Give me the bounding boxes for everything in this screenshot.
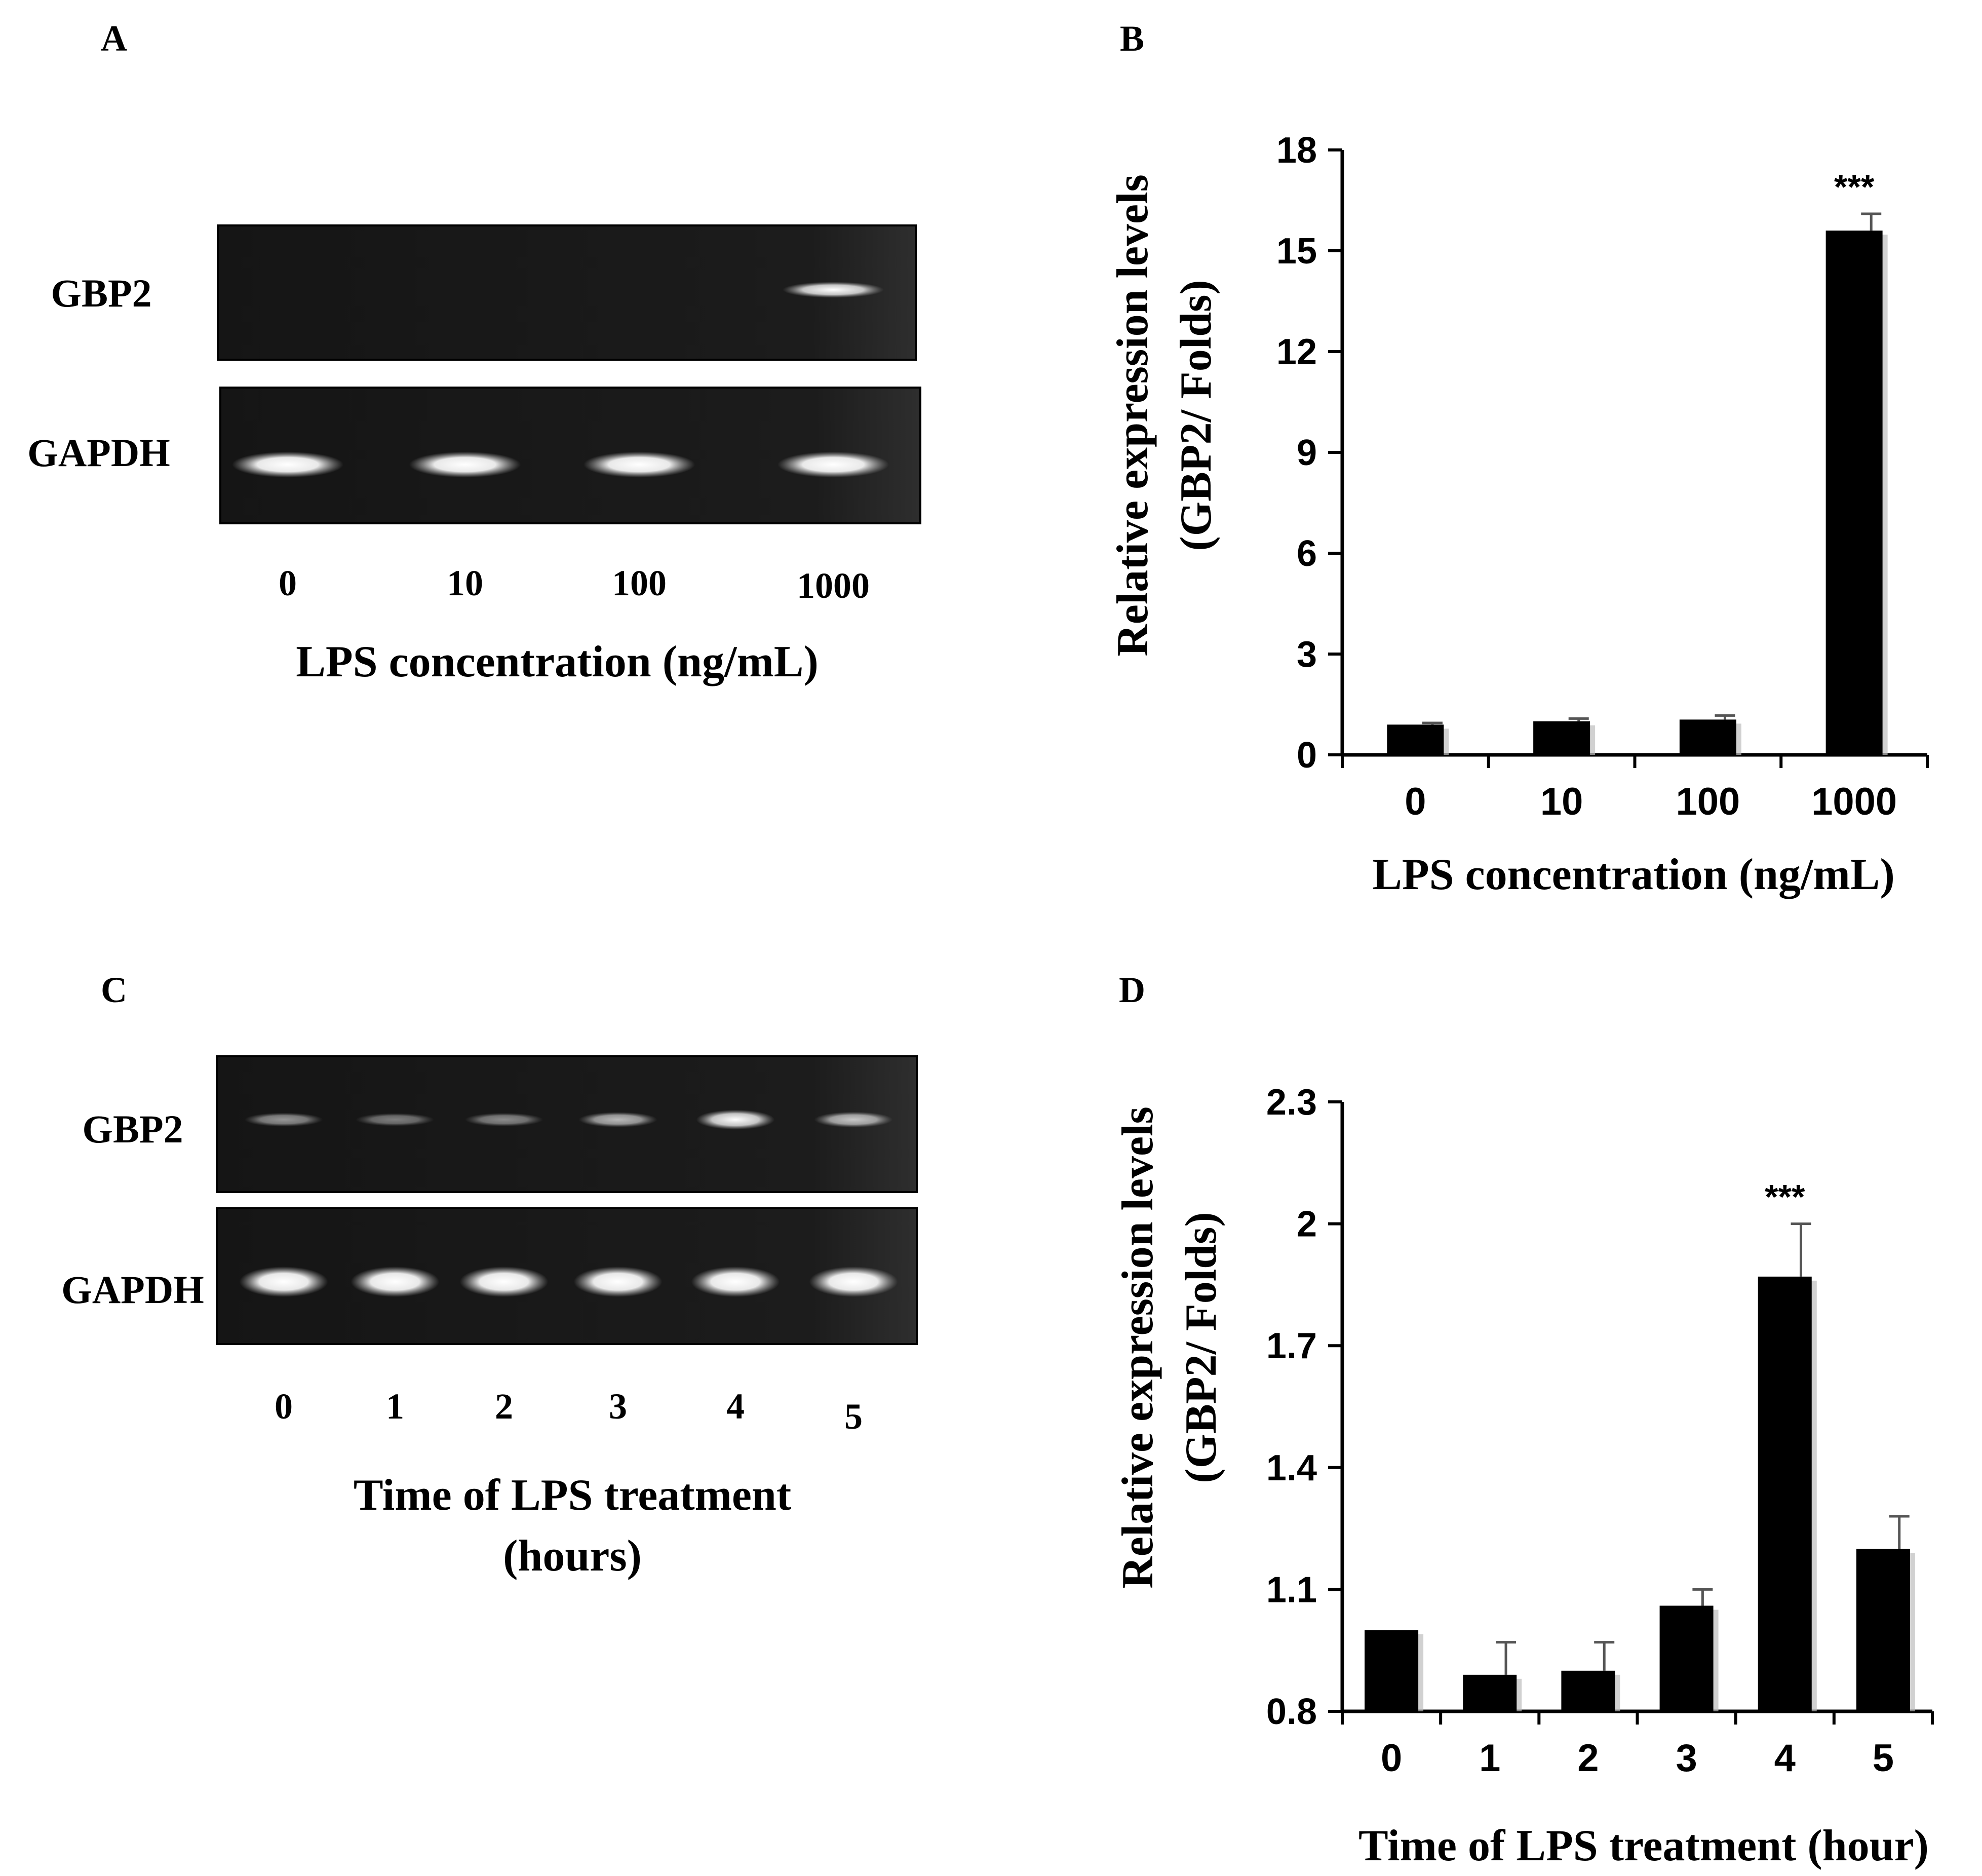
- gel-a-gapdh-band: [778, 451, 889, 478]
- gel-c-gbp2-band: [696, 1109, 775, 1130]
- chart-d-bar: [1856, 1549, 1910, 1711]
- chart-b-x-tick-label: 0: [1405, 780, 1426, 823]
- gel-c-lane-label: 2: [495, 1386, 513, 1427]
- panel-label-a: A: [101, 18, 127, 59]
- chart-b-bar: [1387, 724, 1444, 755]
- gel-c-gapdh-label: GAPDH: [61, 1268, 204, 1312]
- gel-c-gapdh-band: [239, 1267, 328, 1297]
- chart-d-x-tick-label: 2: [1577, 1737, 1599, 1780]
- chart-b-significance: ***: [1834, 168, 1875, 206]
- gel-c-lane-label: 4: [726, 1386, 745, 1427]
- chart-d-y-tick-label: 0.8: [1266, 1692, 1317, 1732]
- chart-d: Relative expression levels (GBP2/ Folds)…: [1113, 1082, 1934, 1870]
- chart-b-y-tick-label: 0: [1297, 735, 1317, 776]
- gel-c-gbp2-band: [814, 1112, 893, 1128]
- gel-a-gapdh-band: [409, 451, 521, 478]
- gel-a-gapdh-label: GAPDH: [27, 431, 170, 475]
- chart-b-bar: [1533, 721, 1590, 755]
- chart-d-y-tick-label: 2: [1297, 1204, 1317, 1245]
- chart-b-y-tick-label: 3: [1297, 634, 1317, 675]
- gel-a-lane-label: 0: [279, 563, 297, 603]
- gel-c-xlabel-line2: (hours): [503, 1532, 642, 1581]
- gel-a-gbp2-band: [783, 282, 884, 298]
- chart-d-y-tick-label: 2.3: [1266, 1082, 1317, 1123]
- chart-d-x-tick-label: 1: [1479, 1737, 1500, 1780]
- gel-a-gapdh-band: [584, 451, 695, 478]
- gel-a-lane-label: 1000: [797, 565, 870, 606]
- chart-d-ylabel-line1: Relative expression levels: [1113, 1106, 1162, 1589]
- chart-d-bar: [1659, 1605, 1714, 1711]
- gel-c-gbp2-band: [356, 1113, 435, 1126]
- chart-d-y-tick-label: 1.1: [1266, 1569, 1317, 1610]
- gel-c-gbp2-strip: [216, 1055, 918, 1193]
- chart-d-xlabel: Time of LPS treatment (hour): [1358, 1821, 1929, 1870]
- gel-c-gapdh-band: [573, 1267, 663, 1297]
- gel-c-gbp2-band: [244, 1113, 323, 1127]
- chart-b-x-tick-label: 1000: [1811, 780, 1897, 823]
- gel-a-gapdh-band: [232, 451, 343, 478]
- gel-c-xlabel-line1: Time of LPS treatment: [354, 1471, 791, 1520]
- chart-b-y-tick-label: 9: [1297, 433, 1317, 473]
- gel-c-lane-label: 0: [275, 1386, 293, 1427]
- chart-b-bar: [1825, 231, 1883, 755]
- gel-c-lane-label: 1: [386, 1386, 404, 1427]
- chart-d-x-tick-label: 0: [1381, 1737, 1402, 1780]
- gel-a-xlabel: LPS concentration (ng/mL): [296, 637, 819, 686]
- gel-a-lane-label: 100: [612, 563, 667, 603]
- gel-panel-a: GBP2 GAPDH 0 10 100 1000 LPS concentration …: [27, 224, 921, 686]
- gel-a-lane-label: 10: [447, 563, 483, 603]
- chart-d-significance: ***: [1765, 1178, 1805, 1216]
- chart-b-y-tick-label: 18: [1276, 130, 1317, 171]
- gel-c-gapdh-band: [351, 1267, 440, 1297]
- chart-b: Relative expression levels (GBP2/ Folds)…: [1108, 130, 1929, 899]
- panel-label-d: D: [1119, 970, 1145, 1010]
- chart-d-x-tick-label: 3: [1676, 1737, 1697, 1780]
- gel-c-gbp2-label: GBP2: [82, 1107, 183, 1151]
- chart-d-bar: [1758, 1276, 1812, 1711]
- chart-d-bar: [1365, 1630, 1419, 1711]
- chart-d-x-tick-label: 4: [1774, 1737, 1796, 1780]
- chart-d-bar: [1561, 1670, 1615, 1711]
- chart-d-y-tick-label: 1.7: [1266, 1326, 1317, 1366]
- gel-c-gapdh-band: [691, 1267, 780, 1297]
- chart-b-xlabel: LPS concentration (ng/mL): [1372, 850, 1895, 899]
- gel-c-gbp2-band: [578, 1112, 657, 1128]
- chart-b-ylabel-line1: Relative expression levels: [1108, 174, 1157, 657]
- gel-c-gapdh-strip: [216, 1207, 918, 1345]
- chart-b-bar: [1679, 719, 1736, 755]
- chart-d-y-tick-label: 1.4: [1266, 1448, 1317, 1488]
- gel-c-lane-label: 5: [844, 1396, 863, 1437]
- chart-b-x-tick-label: 100: [1676, 780, 1740, 823]
- chart-d-x-tick-label: 5: [1873, 1737, 1894, 1780]
- gel-a-gbp2-label: GBP2: [51, 271, 151, 315]
- panel-label-c: C: [101, 970, 127, 1010]
- chart-b-x-tick-label: 10: [1540, 780, 1583, 823]
- gel-c-lane-label: 3: [609, 1386, 627, 1427]
- chart-b-ylabel-line2: (GBP2/ Folds): [1172, 280, 1221, 551]
- gel-c-gapdh-band: [459, 1267, 549, 1297]
- chart-d-bar: [1463, 1674, 1517, 1711]
- chart-b-y-tick-label: 15: [1276, 231, 1317, 272]
- gel-c-gbp2-band: [464, 1113, 543, 1127]
- chart-b-y-tick-label: 12: [1276, 332, 1317, 372]
- chart-d-ylabel-line2: (GBP2/ Folds): [1177, 1212, 1226, 1483]
- panel-label-b: B: [1120, 18, 1144, 59]
- gel-c-gapdh-band: [809, 1267, 898, 1297]
- chart-b-y-tick-label: 6: [1297, 533, 1317, 574]
